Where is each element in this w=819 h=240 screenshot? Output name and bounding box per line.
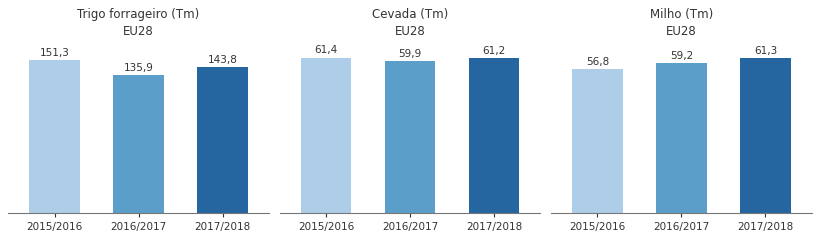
Text: 59,9: 59,9 (398, 49, 421, 59)
Bar (29, 60, 79, 213)
Text: 61,4: 61,4 (314, 46, 337, 55)
Text: 56,8: 56,8 (585, 57, 609, 67)
Text: 135,9: 135,9 (124, 63, 153, 73)
Bar (572, 69, 622, 213)
Title: Cevada (Tm)
EU28: Cevada (Tm) EU28 (372, 8, 447, 38)
Text: 143,8: 143,8 (207, 55, 238, 65)
Text: 61,2: 61,2 (482, 46, 505, 56)
Text: 59,2: 59,2 (669, 51, 692, 61)
Bar (468, 58, 518, 213)
Title: Milho (Tm)
EU28: Milho (Tm) EU28 (649, 8, 713, 38)
Bar (655, 63, 706, 213)
Bar (113, 75, 164, 213)
Bar (740, 58, 790, 213)
Bar (197, 67, 247, 213)
Text: 151,3: 151,3 (39, 48, 70, 58)
Bar (301, 58, 351, 213)
Bar (384, 61, 435, 213)
Title: Trigo forrageiro (Tm)
EU28: Trigo forrageiro (Tm) EU28 (77, 8, 199, 38)
Text: 61,3: 61,3 (753, 46, 776, 56)
